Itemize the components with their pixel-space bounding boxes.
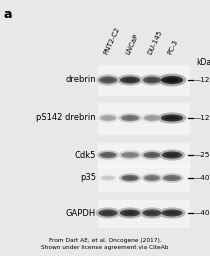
Ellipse shape [124, 78, 136, 82]
Ellipse shape [117, 74, 143, 86]
Ellipse shape [98, 209, 118, 217]
Ellipse shape [99, 77, 117, 83]
Ellipse shape [147, 154, 157, 156]
FancyBboxPatch shape [98, 65, 190, 96]
Text: GAPDH: GAPDH [66, 208, 96, 218]
Ellipse shape [161, 114, 183, 122]
Ellipse shape [167, 176, 177, 179]
Ellipse shape [100, 152, 117, 158]
Ellipse shape [103, 78, 113, 82]
Ellipse shape [166, 211, 178, 215]
FancyBboxPatch shape [98, 165, 190, 192]
FancyBboxPatch shape [98, 200, 190, 228]
Ellipse shape [100, 115, 116, 121]
Ellipse shape [121, 115, 139, 121]
FancyBboxPatch shape [98, 103, 190, 135]
Text: —120: —120 [194, 115, 210, 121]
Ellipse shape [142, 173, 162, 183]
Ellipse shape [99, 174, 117, 182]
Ellipse shape [125, 154, 135, 156]
Ellipse shape [104, 177, 112, 179]
Ellipse shape [158, 74, 186, 87]
Ellipse shape [140, 207, 164, 219]
Text: drebrin: drebrin [65, 76, 96, 84]
Text: LNCaP: LNCaP [125, 32, 139, 55]
Ellipse shape [160, 173, 184, 183]
Ellipse shape [117, 207, 143, 219]
Text: a: a [4, 8, 13, 21]
Ellipse shape [101, 176, 115, 180]
Ellipse shape [161, 76, 183, 84]
Ellipse shape [162, 152, 182, 158]
Ellipse shape [143, 77, 161, 83]
Ellipse shape [118, 150, 142, 160]
Ellipse shape [118, 113, 142, 123]
Ellipse shape [147, 176, 157, 179]
Text: —25: —25 [194, 152, 210, 158]
Text: pS142 drebrin: pS142 drebrin [36, 113, 96, 123]
Ellipse shape [97, 150, 119, 160]
Ellipse shape [161, 209, 182, 217]
Ellipse shape [144, 115, 160, 121]
FancyBboxPatch shape [98, 143, 190, 168]
Text: p35: p35 [80, 174, 96, 183]
Ellipse shape [96, 74, 120, 86]
Ellipse shape [166, 153, 178, 157]
Ellipse shape [143, 152, 160, 158]
Ellipse shape [147, 116, 157, 120]
Text: kDa: kDa [196, 58, 210, 67]
Ellipse shape [142, 113, 162, 123]
Ellipse shape [119, 173, 141, 183]
Ellipse shape [125, 176, 135, 179]
Text: —120: —120 [194, 77, 210, 83]
Ellipse shape [120, 77, 140, 83]
Text: DU-145: DU-145 [147, 29, 163, 55]
Text: —40: —40 [194, 210, 210, 216]
Text: Cdk5: Cdk5 [75, 151, 96, 159]
Ellipse shape [124, 211, 136, 215]
Text: —40: —40 [194, 175, 210, 181]
Ellipse shape [140, 74, 164, 86]
Text: From Dart AE, et al. Oncogene (2017).
Shown under license agreement via CiteAb: From Dart AE, et al. Oncogene (2017). Sh… [41, 238, 169, 250]
Ellipse shape [159, 150, 185, 161]
Ellipse shape [103, 116, 113, 120]
Text: PNT2-C2: PNT2-C2 [102, 26, 121, 55]
Ellipse shape [122, 175, 139, 181]
Ellipse shape [165, 78, 178, 82]
Ellipse shape [96, 207, 120, 219]
Ellipse shape [163, 175, 181, 181]
Ellipse shape [143, 209, 161, 217]
Text: PC-3: PC-3 [167, 38, 179, 55]
Ellipse shape [103, 154, 113, 156]
Ellipse shape [102, 211, 114, 215]
Ellipse shape [125, 116, 135, 120]
Ellipse shape [121, 152, 139, 158]
Ellipse shape [120, 209, 140, 217]
Ellipse shape [158, 207, 186, 219]
Ellipse shape [141, 150, 163, 160]
Ellipse shape [147, 78, 158, 82]
Ellipse shape [146, 211, 158, 215]
Ellipse shape [144, 175, 160, 181]
Ellipse shape [165, 116, 178, 120]
Ellipse shape [98, 113, 118, 123]
Ellipse shape [158, 112, 186, 124]
